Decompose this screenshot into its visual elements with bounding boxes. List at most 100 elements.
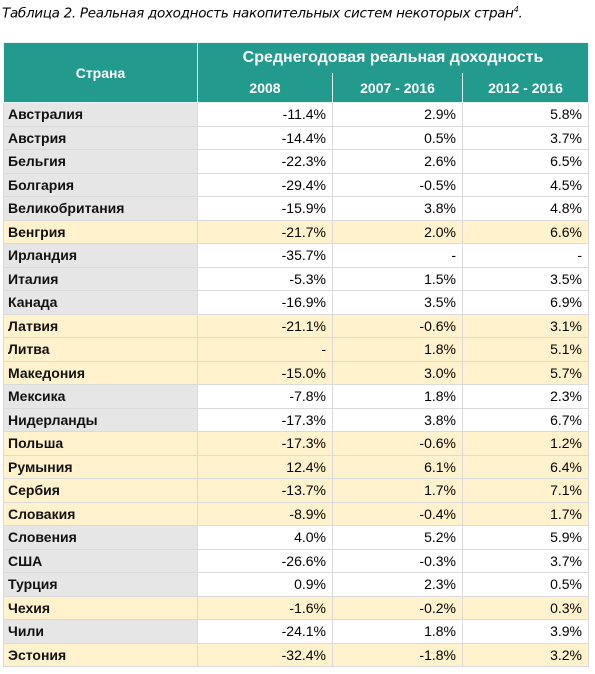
table-row: Канада -16.9% 3.5% 6.9%: [3, 290, 590, 315]
country-cell: Македония: [3, 360, 198, 385]
value-cell: 3.7%: [461, 548, 590, 573]
returns-table: Страна Среднегодовая реальная доходность…: [3, 42, 590, 667]
value-cell: 1.7%: [332, 478, 463, 503]
value-cell: -21.1%: [197, 313, 333, 338]
country-cell: Канада: [3, 290, 198, 315]
caption-text: Таблица 2. Реальная доходность накопител…: [2, 5, 514, 22]
value-cell: -14.4%: [197, 125, 333, 150]
value-cell: 2.0%: [332, 219, 463, 244]
value-cell: -0.2%: [332, 595, 463, 620]
value-cell: -15.9%: [197, 196, 333, 221]
country-cell: Турция: [3, 572, 198, 597]
value-cell: -0.6%: [332, 431, 463, 456]
footnote-mark: 4: [513, 5, 519, 14]
table-row: Великобритания -15.9% 3.8% 4.8%: [3, 196, 590, 221]
value-cell: 3.0%: [332, 360, 463, 385]
table-row: Польша -17.3% -0.6% 1.2%: [3, 431, 590, 456]
country-cell: Латвия: [3, 313, 198, 338]
country-cell: Венгрия: [3, 219, 198, 244]
value-cell: -1.6%: [197, 595, 333, 620]
column-header: 2008: [197, 73, 333, 103]
country-cell: США: [3, 548, 198, 573]
value-cell: 3.8%: [332, 196, 463, 221]
table-row: Словакия -8.9% -0.4% 1.7%: [3, 501, 590, 526]
value-cell: -1.8%: [332, 642, 463, 667]
value-cell: -7.8%: [197, 384, 333, 409]
value-cell: 2.3%: [461, 384, 590, 409]
table-row: Турция 0.9% 2.3% 0.5%: [3, 572, 590, 597]
table-row: Эстония -32.4% -1.8% 3.2%: [3, 642, 590, 667]
value-cell: -16.9%: [197, 290, 333, 315]
value-cell: 3.5%: [461, 266, 590, 291]
value-cell: 4.5%: [461, 172, 590, 197]
value-cell: 3.8%: [332, 407, 463, 432]
country-cell: Сербия: [3, 478, 198, 503]
value-cell: -17.3%: [197, 407, 333, 432]
table-row: Нидерланды -17.3% 3.8% 6.7%: [3, 407, 590, 432]
table-row: Бельгия -22.3% 2.6% 6.5%: [3, 149, 590, 174]
country-cell: Эстония: [3, 642, 198, 667]
value-cell: -21.7%: [197, 219, 333, 244]
value-cell: 6.5%: [461, 149, 590, 174]
group-header: Среднегодовая реальная доходность: [196, 42, 590, 73]
value-cell: -29.4%: [197, 172, 333, 197]
table-row: Латвия -21.1% -0.6% 3.1%: [3, 313, 590, 338]
table-row: Сербия -13.7% 1.7% 7.1%: [3, 478, 590, 503]
value-cell: 5.2%: [332, 525, 463, 550]
value-cell: -8.9%: [197, 501, 333, 526]
country-cell: Литва: [3, 337, 198, 362]
value-cell: -: [197, 337, 333, 362]
value-cell: 5.7%: [461, 360, 590, 385]
value-cell: 1.8%: [332, 619, 463, 644]
country-cell: Польша: [3, 431, 198, 456]
value-cell: 6.7%: [461, 407, 590, 432]
value-cell: 3.5%: [332, 290, 463, 315]
value-cell: 0.5%: [461, 572, 590, 597]
value-cell: -15.0%: [197, 360, 333, 385]
value-cell: 5.8%: [461, 102, 590, 127]
country-cell: Мексика: [3, 384, 198, 409]
table-row: Австрия -14.4% 0.5% 3.7%: [3, 125, 590, 150]
value-cell: 2.6%: [332, 149, 463, 174]
value-cell: -5.3%: [197, 266, 333, 291]
column-header: 2007 - 2016: [332, 73, 463, 103]
country-cell: Великобритания: [3, 196, 198, 221]
value-cell: -0.6%: [332, 313, 463, 338]
country-cell: Чехия: [3, 595, 198, 620]
country-cell: Нидерланды: [3, 407, 198, 432]
value-cell: -32.4%: [197, 642, 333, 667]
country-cell: Болгария: [3, 172, 198, 197]
value-cell: 7.1%: [461, 478, 590, 503]
value-cell: -0.4%: [332, 501, 463, 526]
table-row: Румыния 12.4% 6.1% 6.4%: [3, 454, 590, 479]
value-cell: -11.4%: [197, 102, 333, 127]
value-cell: 4.0%: [197, 525, 333, 550]
value-cell: -24.1%: [197, 619, 333, 644]
value-cell: 0.5%: [332, 125, 463, 150]
value-cell: -: [461, 243, 590, 268]
value-cell: 5.9%: [461, 525, 590, 550]
value-cell: 0.3%: [461, 595, 590, 620]
value-cell: 1.7%: [461, 501, 590, 526]
value-cell: -0.5%: [332, 172, 463, 197]
table-row: Австралия -11.4% 2.9% 5.8%: [3, 102, 590, 127]
table-row: Ирландия -35.7% - -: [3, 243, 590, 268]
caption-end: .: [518, 5, 523, 22]
value-cell: 0.9%: [197, 572, 333, 597]
country-cell: Чили: [3, 619, 198, 644]
table-row: Венгрия -21.7% 2.0% 6.6%: [3, 219, 590, 244]
country-cell: Словения: [3, 525, 198, 550]
value-cell: 5.1%: [461, 337, 590, 362]
value-cell: 1.8%: [332, 384, 463, 409]
value-cell: 12.4%: [197, 454, 333, 479]
table-row: Литва -1.8% 5.1%: [3, 337, 590, 362]
value-cell: -22.3%: [197, 149, 333, 174]
table-row: Мексика -7.8% 1.8% 2.3%: [3, 384, 590, 409]
value-cell: 2.3%: [332, 572, 463, 597]
country-header: Страна: [3, 42, 198, 103]
value-cell: 4.8%: [461, 196, 590, 221]
value-cell: 2.9%: [332, 102, 463, 127]
table-row: США -26.6% -0.3% 3.7%: [3, 548, 590, 573]
table-row: Словения 4.0% 5.2% 5.9%: [3, 525, 590, 550]
country-cell: Бельгия: [3, 149, 198, 174]
